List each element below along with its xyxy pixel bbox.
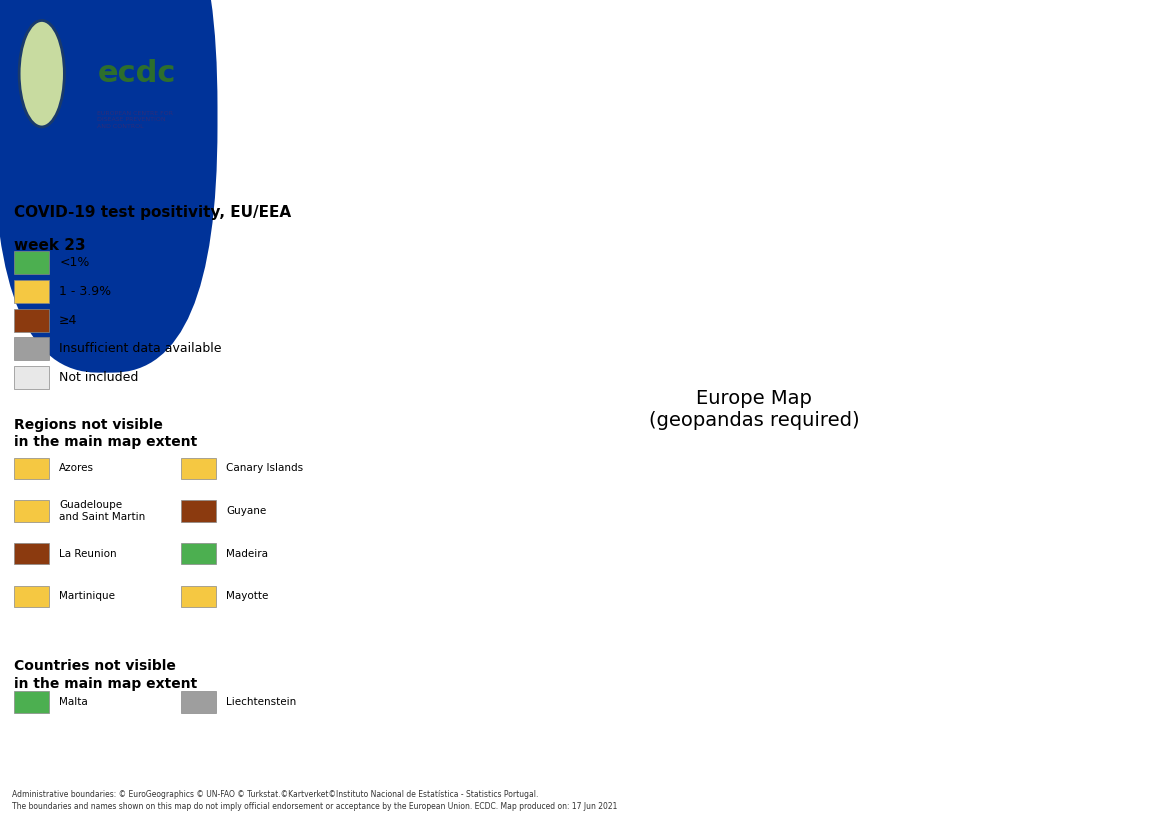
FancyBboxPatch shape	[14, 366, 49, 389]
FancyBboxPatch shape	[14, 543, 49, 564]
Text: ecdc: ecdc	[97, 59, 176, 88]
Text: Guyane: Guyane	[226, 506, 267, 516]
Text: Insufficient data available: Insufficient data available	[59, 342, 222, 355]
Text: Europe Map
(geopandas required): Europe Map (geopandas required)	[648, 389, 860, 430]
Text: week 23: week 23	[14, 238, 86, 252]
Text: EUROPEAN CENTRE FOR
DISEASE PREVENTION
AND CONTROL: EUROPEAN CENTRE FOR DISEASE PREVENTION A…	[97, 111, 174, 129]
Circle shape	[19, 20, 64, 127]
FancyBboxPatch shape	[181, 586, 216, 607]
FancyBboxPatch shape	[14, 251, 49, 274]
Text: 1 - 3.9%: 1 - 3.9%	[59, 285, 111, 298]
FancyBboxPatch shape	[0, 0, 218, 373]
Text: Mayotte: Mayotte	[226, 591, 269, 601]
Text: Martinique: Martinique	[59, 591, 115, 601]
FancyBboxPatch shape	[14, 691, 49, 713]
Text: The boundaries and names shown on this map do not imply official endorsement or : The boundaries and names shown on this m…	[12, 802, 617, 811]
FancyBboxPatch shape	[181, 458, 216, 479]
Text: <1%: <1%	[59, 256, 89, 269]
Text: Azores: Azores	[59, 464, 94, 473]
Text: Canary Islands: Canary Islands	[226, 464, 303, 473]
FancyBboxPatch shape	[14, 458, 49, 479]
FancyBboxPatch shape	[14, 586, 49, 607]
Text: Not included: Not included	[59, 371, 138, 384]
FancyBboxPatch shape	[14, 500, 49, 522]
Text: Regions not visible
in the main map extent: Regions not visible in the main map exte…	[14, 418, 197, 449]
Text: La Reunion: La Reunion	[59, 549, 117, 559]
FancyBboxPatch shape	[14, 337, 49, 360]
Text: Administrative boundaries: © EuroGeographics © UN-FAO © Turkstat.©Kartverket©Ins: Administrative boundaries: © EuroGeograp…	[12, 790, 538, 799]
FancyBboxPatch shape	[14, 309, 49, 332]
FancyBboxPatch shape	[181, 691, 216, 713]
Text: Madeira: Madeira	[226, 549, 268, 559]
Text: ≥4: ≥4	[59, 314, 78, 327]
Text: Guadeloupe
and Saint Martin: Guadeloupe and Saint Martin	[59, 500, 145, 522]
Text: Malta: Malta	[59, 697, 88, 707]
FancyBboxPatch shape	[181, 500, 216, 522]
FancyBboxPatch shape	[181, 543, 216, 564]
Text: Countries not visible
in the main map extent: Countries not visible in the main map ex…	[14, 659, 197, 690]
Text: COVID-19 test positivity, EU/EEA: COVID-19 test positivity, EU/EEA	[14, 205, 291, 219]
Text: Liechtenstein: Liechtenstein	[226, 697, 297, 707]
FancyBboxPatch shape	[14, 280, 49, 303]
